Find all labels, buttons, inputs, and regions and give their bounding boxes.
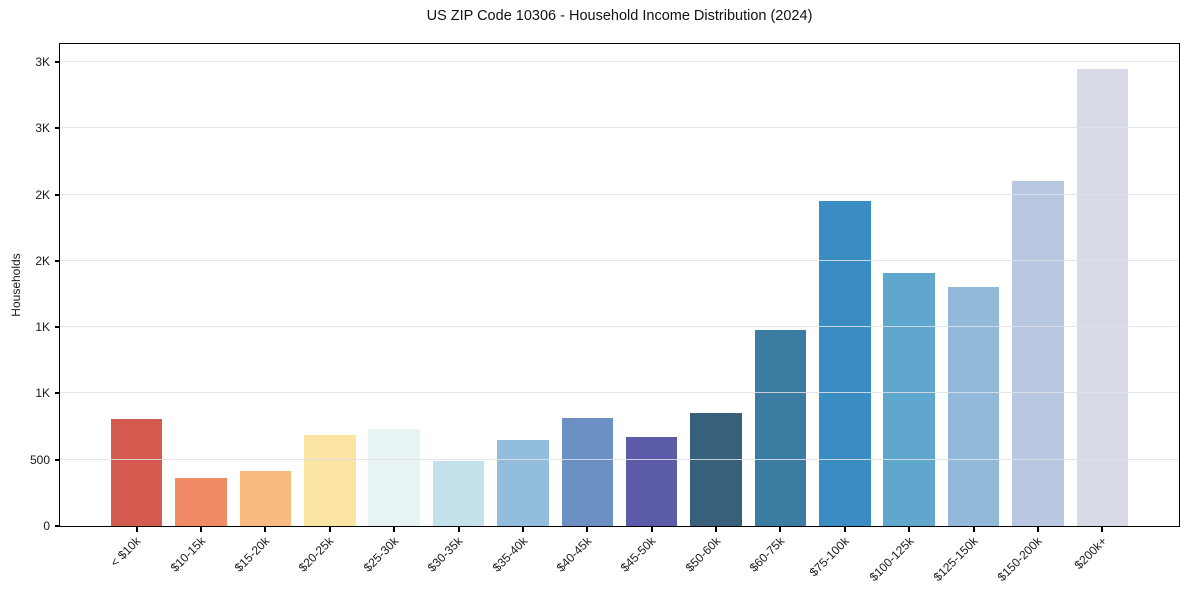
x-tick-mark <box>264 526 267 532</box>
y-tick-label: 1K <box>35 386 50 401</box>
income-bar <box>883 273 935 526</box>
x-tick-mark <box>779 526 782 532</box>
x-tick-label-text: $75-100k <box>806 534 852 580</box>
plot-area: 0 500 1K 1K 2K 2K 3K 3K < $10k $10-15k $15-20k $20-… <box>30 43 1180 584</box>
y-tick-label: 2K <box>35 253 50 268</box>
x-tick-mark <box>843 526 846 532</box>
income-bar <box>754 330 807 526</box>
x-tick-label-text: $125-150k <box>930 534 981 585</box>
y-tick-label: 0 <box>43 519 50 533</box>
income-bar <box>947 287 1000 526</box>
y-tick-mark <box>54 525 60 527</box>
income-bar <box>368 428 420 526</box>
x-tick-mark <box>135 526 138 532</box>
y-tick-mark <box>54 326 60 329</box>
income-bar <box>625 436 678 526</box>
income-bar <box>561 418 614 526</box>
y-tick-label: 500 <box>29 452 50 467</box>
gridline <box>60 61 1179 63</box>
x-tick-mark <box>715 526 718 532</box>
x-tick-mark <box>521 526 524 532</box>
x-tick-mark <box>457 526 460 532</box>
x-tick-mark <box>200 526 202 532</box>
x-tick-mark <box>650 526 653 532</box>
income-bar <box>175 478 227 526</box>
gridline <box>60 326 1179 328</box>
y-tick-mark <box>54 259 60 262</box>
y-tick-label: 2K <box>35 187 50 202</box>
income-bar <box>304 434 356 526</box>
x-tick-label-text: $10-15k <box>167 534 208 575</box>
y-tick-mark <box>54 61 60 64</box>
x-tick-label-text: $20-25k <box>296 534 337 575</box>
x-tick-mark <box>908 526 911 532</box>
income-bar <box>110 418 163 526</box>
income-bar <box>1012 181 1064 526</box>
gridline <box>60 127 1179 129</box>
y-tick-mark <box>54 193 60 196</box>
x-tick-label-text: $15-20k <box>231 534 273 575</box>
y-axis-label: Households <box>9 253 23 317</box>
x-tick-label-text: $150-200k <box>994 534 1045 585</box>
x-tick-label-text: $200k+ <box>1071 534 1110 572</box>
income-bar <box>819 201 871 526</box>
y-tick-label: 3K <box>35 55 50 70</box>
income-bar <box>239 470 292 526</box>
gridline <box>60 259 1179 261</box>
y-tick-mark <box>54 392 60 395</box>
y-tick-mark <box>54 458 60 461</box>
x-tick-mark <box>393 526 396 532</box>
x-tick-label-text: $100-125k <box>866 534 917 585</box>
x-tick-label-text: $40-45k <box>553 534 595 575</box>
x-tick-mark <box>1036 526 1039 532</box>
chart-title: US ZIP Code 10306 - Household Income Dis… <box>426 8 813 24</box>
y-tick-mark <box>54 127 60 130</box>
x-tick-mark <box>328 526 331 532</box>
income-bar <box>432 461 485 526</box>
y-tick-label: 3K <box>35 121 50 136</box>
x-tick-label-text: < $10k <box>107 534 144 570</box>
x-tick-label-text: $50-60k <box>682 534 723 575</box>
y-tick-label: 1K <box>35 320 50 335</box>
income-bar <box>497 440 549 526</box>
x-tick-label-text: $45-50k <box>618 534 659 575</box>
x-tick-label-text: $60-75k <box>746 534 788 575</box>
gridline <box>60 392 1179 394</box>
x-tick-mark <box>1101 526 1104 532</box>
x-tick-label-text: $30-35k <box>424 534 466 575</box>
x-tick-mark <box>972 526 975 532</box>
income-bar <box>690 412 742 526</box>
income-bar <box>1076 68 1129 526</box>
x-tick-label-text: $35-40k <box>489 534 530 575</box>
x-tick-label-text: $25-30k <box>360 534 402 575</box>
gridline <box>60 193 1179 195</box>
x-tick-mark <box>586 526 589 532</box>
gridline <box>60 458 1179 460</box>
